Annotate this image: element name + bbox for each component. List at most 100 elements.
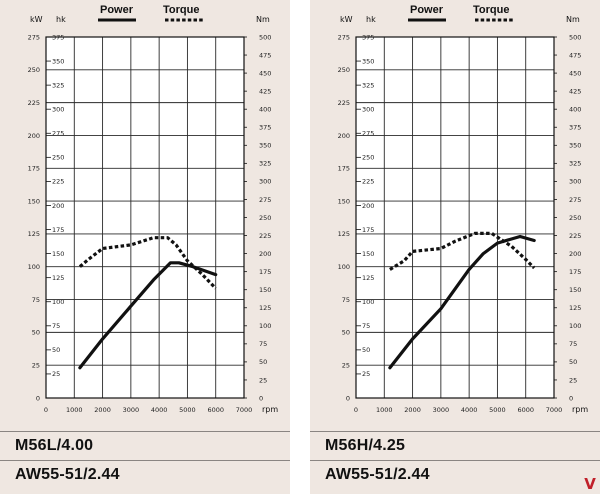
nm-tick-label: 250 — [569, 214, 581, 222]
nm-tick-label: 50 — [259, 358, 267, 366]
hk-tick-label: 175 — [362, 226, 374, 234]
nm-tick-label: 350 — [259, 142, 271, 150]
hk-tick-label: 50 — [362, 346, 370, 354]
kw-tick-label: 150 — [28, 197, 40, 205]
nm-tick-label: 200 — [259, 250, 271, 258]
nm-tick-label: 325 — [569, 160, 581, 168]
nm-tick-label: 75 — [569, 340, 577, 348]
brand-logo: V — [584, 475, 596, 493]
nm-tick-label: 500 — [569, 33, 581, 41]
rpm-tick-label: 1000 — [66, 406, 83, 414]
nm-tick-label: 375 — [259, 124, 271, 132]
kw-tick-label: 250 — [338, 66, 350, 74]
hk-tick-label: 50 — [52, 346, 60, 354]
nm-tick-label: 450 — [569, 69, 581, 77]
kw-tick-label: 0 — [346, 394, 350, 402]
kw-tick-label: 50 — [342, 329, 350, 337]
hk-tick-label: 225 — [52, 178, 64, 186]
rpm-tick-label: 3000 — [433, 406, 450, 414]
hk-tick-label: 300 — [362, 106, 374, 114]
kw-tick-label: 200 — [28, 132, 40, 140]
kw-unit-label: kW — [340, 15, 353, 24]
rpm-tick-label: 4000 — [461, 406, 478, 414]
kw-tick-label: 50 — [32, 329, 40, 337]
legend-power-label: Power — [410, 4, 444, 16]
kw-tick-label: 75 — [342, 296, 350, 304]
rpm-unit-label: rpm — [572, 405, 588, 414]
chart-svg-right: 0 25 50 75 100 125 150 175 200 225 250 275 25 50 75 100… — [338, 4, 589, 414]
engine-label: M56L/4.00 — [0, 431, 290, 460]
nm-unit-label: Nm — [566, 15, 580, 24]
chart-panel-right: 0 25 50 75 100 125 150 175 200 225 250 275 25 50 75 100… — [310, 0, 600, 494]
hk-tick-label: 25 — [52, 370, 60, 378]
torque-curve — [389, 231, 536, 271]
rpm-tick-label: 0 — [44, 406, 48, 414]
kw-unit-label: kW — [30, 15, 43, 24]
kw-tick-label: 75 — [32, 296, 40, 304]
panel-separator — [290, 0, 310, 494]
rpm-tick-label: 7000 — [236, 406, 253, 414]
hk-tick-label: 75 — [52, 322, 60, 330]
rpm-tick-label: 1000 — [376, 406, 393, 414]
nm-tick-label: 350 — [569, 142, 581, 150]
nm-tick-label: 0 — [569, 394, 573, 402]
kw-tick-label: 275 — [338, 33, 350, 41]
hk-tick-label: 250 — [362, 154, 374, 162]
hk-tick-label: 150 — [52, 250, 64, 258]
power-curve — [78, 261, 218, 370]
rpm-tick-label: 3000 — [123, 406, 140, 414]
kw-tick-label: 125 — [338, 230, 350, 238]
rpm-tick-label: 2000 — [404, 406, 421, 414]
nm-tick-label: 175 — [259, 268, 271, 276]
kw-tick-label: 150 — [338, 197, 350, 205]
legend-power-label: Power — [100, 4, 134, 16]
nm-tick-label: 450 — [259, 69, 271, 77]
hk-tick-label: 25 — [362, 370, 370, 378]
chart-panel-left: 0 25 50 75 100 125 150 175 200 225 250 275 25 50 75 100… — [0, 0, 290, 494]
transmission-label: AW55-51/2.44 — [0, 460, 290, 489]
nm-tick-label: 125 — [569, 304, 581, 312]
legend-torque-label: Torque — [473, 4, 509, 16]
nm-tick-label: 225 — [259, 232, 271, 240]
rpm-tick-label: 0 — [354, 406, 358, 414]
rpm-tick-label: 5000 — [179, 406, 196, 414]
plot-area — [46, 37, 244, 398]
nm-tick-label: 125 — [259, 304, 271, 312]
legend-torque-label: Torque — [163, 4, 199, 16]
hk-tick-label: 325 — [52, 81, 64, 89]
nm-tick-label: 425 — [259, 87, 271, 95]
hk-tick-label: 375 — [362, 33, 374, 41]
kw-tick-label: 100 — [28, 263, 40, 271]
nm-tick-label: 25 — [569, 376, 577, 384]
rpm-tick-label: 6000 — [517, 406, 534, 414]
nm-tick-label: 150 — [569, 286, 581, 294]
nm-tick-label: 75 — [259, 340, 267, 348]
nm-tick-label: 100 — [569, 322, 581, 330]
nm-tick-label: 475 — [259, 51, 271, 59]
hk-tick-label: 300 — [52, 106, 64, 114]
nm-tick-label: 375 — [569, 124, 581, 132]
rpm-tick-label: 5000 — [489, 406, 506, 414]
nm-tick-label: 300 — [569, 178, 581, 186]
nm-tick-label: 400 — [259, 106, 271, 114]
nm-tick-label: 500 — [259, 33, 271, 41]
nm-tick-label: 300 — [259, 178, 271, 186]
nm-tick-label: 325 — [259, 160, 271, 168]
kw-tick-label: 225 — [338, 99, 350, 107]
nm-tick-label: 175 — [569, 268, 581, 276]
chart-svg-left: 0255075100125150175200225250275255075100… — [28, 4, 279, 414]
nm-tick-label: 100 — [259, 322, 271, 330]
kw-tick-label: 225 — [28, 99, 40, 107]
nm-tick-label: 150 — [259, 286, 271, 294]
hk-tick-label: 150 — [362, 250, 374, 258]
rpm-tick-label: 4000 — [151, 406, 168, 414]
hk-tick-label: 175 — [52, 226, 64, 234]
rpm-tick-label: 7000 — [546, 406, 563, 414]
hk-tick-label: 125 — [362, 274, 374, 282]
hk-tick-label: 200 — [362, 202, 374, 210]
hk-tick-label: 350 — [362, 57, 374, 65]
kw-tick-label: 0 — [36, 394, 40, 402]
nm-tick-label: 250 — [259, 214, 271, 222]
hk-tick-label: 250 — [52, 154, 64, 162]
hk-unit-label: hk — [366, 15, 376, 24]
